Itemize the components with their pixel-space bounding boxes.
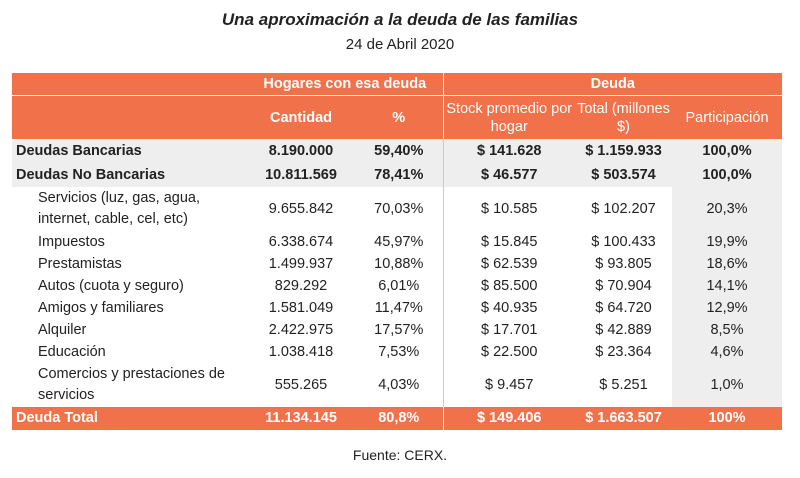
- table-row: Comercios y prestaciones de servicios 555…: [12, 363, 783, 407]
- cell: 12,9%: [672, 297, 783, 319]
- cell: 1.581.049: [268, 299, 334, 316]
- row-label: Deudas No Bancarias: [12, 163, 247, 187]
- row-label: Deudas Bancarias: [12, 139, 247, 163]
- cell: $ 149.406: [442, 407, 575, 430]
- cell: 10,88%: [374, 255, 424, 272]
- cell: $ 5.251: [599, 376, 648, 393]
- cell: $ 22.500: [442, 341, 575, 363]
- cell: $ 15.845: [442, 231, 575, 253]
- cell: 19,9%: [672, 231, 783, 253]
- cell: 7,53%: [378, 343, 420, 360]
- cell: 11.134.145: [247, 407, 355, 430]
- cell: $ 503.574: [575, 163, 672, 187]
- table-row: Alquiler 2.422.975 17,57% $ 17.701 $ 42.889 8…: [12, 319, 783, 341]
- subtitle: 24 de Abril 2020: [345, 36, 455, 53]
- row-label: Servicios (luz, gas, agua, internet, cab…: [38, 190, 200, 227]
- cell: 11,47%: [374, 299, 423, 316]
- cell: $ 46.577: [442, 163, 575, 187]
- cell: 8.190.000: [247, 139, 355, 163]
- cell: $ 85.500: [442, 275, 575, 297]
- table-row: Deuda Total 11.134.145 80,8% $ 149.406 $ 1.6…: [12, 407, 783, 430]
- cell: 6,01%: [378, 277, 420, 294]
- cell: 4,6%: [672, 341, 783, 363]
- table-body: Deudas Bancarias 8.190.000 59,40% $ 141.628…: [12, 139, 783, 430]
- cell: $ 42.889: [595, 321, 652, 338]
- table-row: Deudas No Bancarias 10.811.569 78,41% $ 46.…: [12, 163, 783, 187]
- cell: 555.265: [274, 376, 328, 393]
- debt-table: Hogares con esa deuda Deuda Cantidad % S…: [12, 73, 783, 430]
- cell: 10.811.569: [247, 163, 355, 187]
- table-row: Amigos y familiares 1.581.049 11,47% $ 40.9…: [12, 297, 783, 319]
- row-label: Impuestos: [38, 233, 105, 250]
- cell: 9.655.842: [268, 200, 334, 217]
- cell: $ 70.904: [595, 277, 652, 294]
- group-row: Hogares con esa deuda Deuda: [12, 73, 783, 96]
- cell: 100,0%: [672, 139, 783, 163]
- row-label: Autos (cuota y seguro): [38, 277, 184, 294]
- cell: 14,1%: [672, 275, 783, 297]
- cell: $ 9.457: [442, 363, 575, 407]
- row-label: Amigos y familiares: [38, 299, 164, 316]
- table-row: Deudas Bancarias 8.190.000 59,40% $ 141.628…: [12, 139, 783, 163]
- table-row: Impuestos 6.338.674 45,97% $ 15.845 $ 100.43…: [12, 231, 783, 253]
- cell: $ 62.539: [442, 253, 575, 275]
- cell: 20,3%: [672, 187, 783, 231]
- row-label: Deuda Total: [12, 407, 247, 430]
- cell: 59,40%: [355, 139, 443, 163]
- cell: 70,03%: [374, 200, 424, 217]
- row-label: Alquiler: [38, 321, 87, 338]
- cell: 100,0%: [672, 163, 783, 187]
- cell: $ 1.663.507: [575, 407, 672, 430]
- column-row: Cantidad % Stock promedio por hogar Tota…: [12, 95, 783, 139]
- cell: $ 10.585: [442, 187, 575, 231]
- title: Una aproximación a la deuda de las famil…: [221, 10, 579, 29]
- cell: $ 23.364: [595, 343, 652, 360]
- table-head: Hogares con esa deuda Deuda Cantidad % S…: [12, 73, 783, 139]
- column-header: Cantidad: [247, 95, 355, 139]
- table-row: Servicios (luz, gas, agua, internet, cab…: [12, 187, 783, 231]
- column-header: Participación: [672, 95, 783, 139]
- cell: 1,0%: [672, 363, 783, 407]
- column-header: Total (millones $): [575, 95, 672, 139]
- row-label: Educación: [38, 343, 106, 360]
- group-header: Deuda: [442, 73, 783, 96]
- cell: 80,8%: [355, 407, 443, 430]
- cell: $ 93.805: [595, 255, 652, 272]
- corner: [12, 73, 247, 96]
- cell: $ 102.207: [591, 200, 656, 217]
- cell: $ 64.720: [595, 299, 652, 316]
- row-label: Prestamistas: [38, 255, 122, 272]
- cell: 1.499.937: [268, 255, 334, 272]
- cell: 1.038.418: [268, 343, 334, 360]
- cell: $ 141.628: [442, 139, 575, 163]
- table-row: Educación 1.038.418 7,53% $ 22.500 $ 23.364 4…: [12, 341, 783, 363]
- row-label: Comercios y prestaciones de servicios: [38, 366, 225, 403]
- table-row: Autos (cuota y seguro) 829.292 6,01% $ 85.5…: [12, 275, 783, 297]
- cell: $ 17.701: [442, 319, 575, 341]
- cell: 6.338.674: [268, 233, 334, 250]
- cell: 78,41%: [355, 163, 443, 187]
- source: Fuente: CERX.: [352, 447, 448, 463]
- cell: $ 1.159.933: [575, 139, 672, 163]
- cell: 8,5%: [672, 319, 783, 341]
- cell: 4,03%: [378, 376, 420, 393]
- column-header: %: [355, 95, 443, 139]
- cell: 45,97%: [374, 233, 424, 250]
- group-header: Hogares con esa deuda: [247, 73, 443, 96]
- cell: 18,6%: [672, 253, 783, 275]
- cell: 100%: [672, 407, 783, 430]
- column-header: Stock promedio por hogar: [442, 95, 575, 139]
- cell: $ 40.935: [442, 297, 575, 319]
- cell: $ 100.433: [591, 233, 656, 250]
- table-row: Prestamistas 1.499.937 10,88% $ 62.539 $ 93.…: [12, 253, 783, 275]
- corner: [12, 95, 247, 139]
- cell: 17,57%: [374, 321, 424, 338]
- cell: 2.422.975: [268, 321, 334, 338]
- cell: 829.292: [274, 277, 328, 294]
